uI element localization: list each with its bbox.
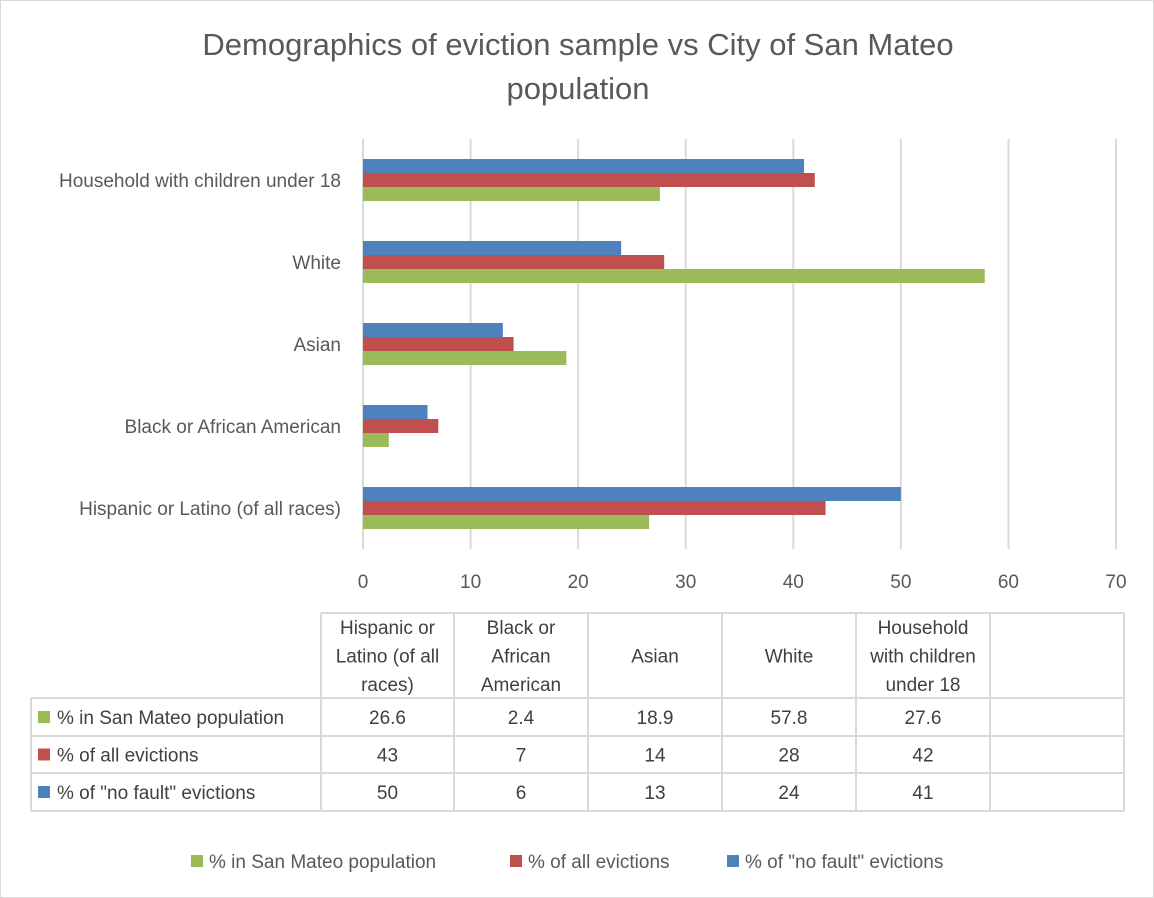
bar [363,323,503,337]
table-series-name: % in San Mateo population [57,708,284,729]
x-tick-label: 20 [568,572,589,593]
table-value-cell: 14 [644,746,666,767]
x-tick-label: 50 [890,572,911,593]
table-value-cell: 24 [778,783,800,804]
table-value-cell: 50 [377,783,398,804]
table-series-name: % of all evictions [57,746,199,767]
legend-key [727,855,739,867]
table-value-cell: 7 [516,746,527,767]
table-header-cell: Hispanic or Latino (of all races) [336,618,440,696]
table-value-cell: 2.4 [508,708,535,729]
chart-title: Demographics of eviction sample vs City … [202,27,953,106]
bar [363,159,805,173]
table-series-key [38,786,50,798]
table-header-cell: Asian [631,647,679,668]
x-tick-label: 10 [460,572,481,593]
legend: % in San Mateo population % of all evicti… [191,852,943,873]
table-series-key [38,748,50,761]
gridlines [362,139,1117,549]
table-header-cell: Household with children under 18 [869,618,976,696]
bar [363,419,439,433]
table-value-cell: 26.6 [369,708,406,729]
category-label: Hispanic or Latino (of all races) [79,499,341,520]
bar [363,405,428,419]
bar [363,351,567,365]
x-tick-label: 60 [998,572,1019,593]
bar [363,487,901,501]
bar [363,187,660,201]
table-value-cell: 13 [644,783,665,804]
legend-key [191,855,203,867]
x-tick-label: 70 [1105,572,1126,593]
bar [363,433,389,447]
legend-key [510,855,522,867]
table-value-cell: 6 [516,783,527,804]
data-table: Hispanic or Latino (of all races) Black or A… [30,612,1125,812]
bar [363,337,514,351]
bar [363,255,665,269]
category-label: Household with children under 18 [59,171,341,192]
table-value-cell: 42 [912,746,933,767]
table-value-cell: 41 [912,783,933,804]
table-value-cell: 18.9 [637,708,674,729]
x-tick-label: 30 [675,572,696,593]
category-label: White [292,253,341,274]
bar [363,173,815,187]
table-header-cell: White [765,647,814,668]
table-value-cell: 27.6 [905,708,942,729]
table-value-cell: 57.8 [771,708,808,729]
chart-title-line-1: Demographics of eviction sample vs City … [202,27,953,62]
category-label: Asian [293,335,341,356]
bar [363,269,985,283]
bar [363,501,826,515]
bars [363,159,985,529]
table-header-cell: Black or African American [481,618,561,696]
table-series-key [38,711,50,723]
chart-title-line-2: population [506,71,649,106]
legend-label: % of all evictions [528,852,670,873]
table-value-cell: 43 [377,746,398,767]
bar [363,241,622,255]
legend-label: % of "no fault" evictions [745,852,943,873]
x-axis-ticks: 0 10 20 30 40 50 60 70 [358,572,1127,593]
x-tick-label: 40 [783,572,804,593]
bar [363,515,650,529]
x-tick-label: 0 [358,572,369,593]
category-labels: Hispanic or Latino (of all races) Black o… [59,171,341,520]
category-label: Black or African American [125,417,341,438]
table-series-name: % of "no fault" evictions [57,783,255,804]
legend-label: % in San Mateo population [209,852,436,873]
table-value-cell: 28 [778,746,799,767]
